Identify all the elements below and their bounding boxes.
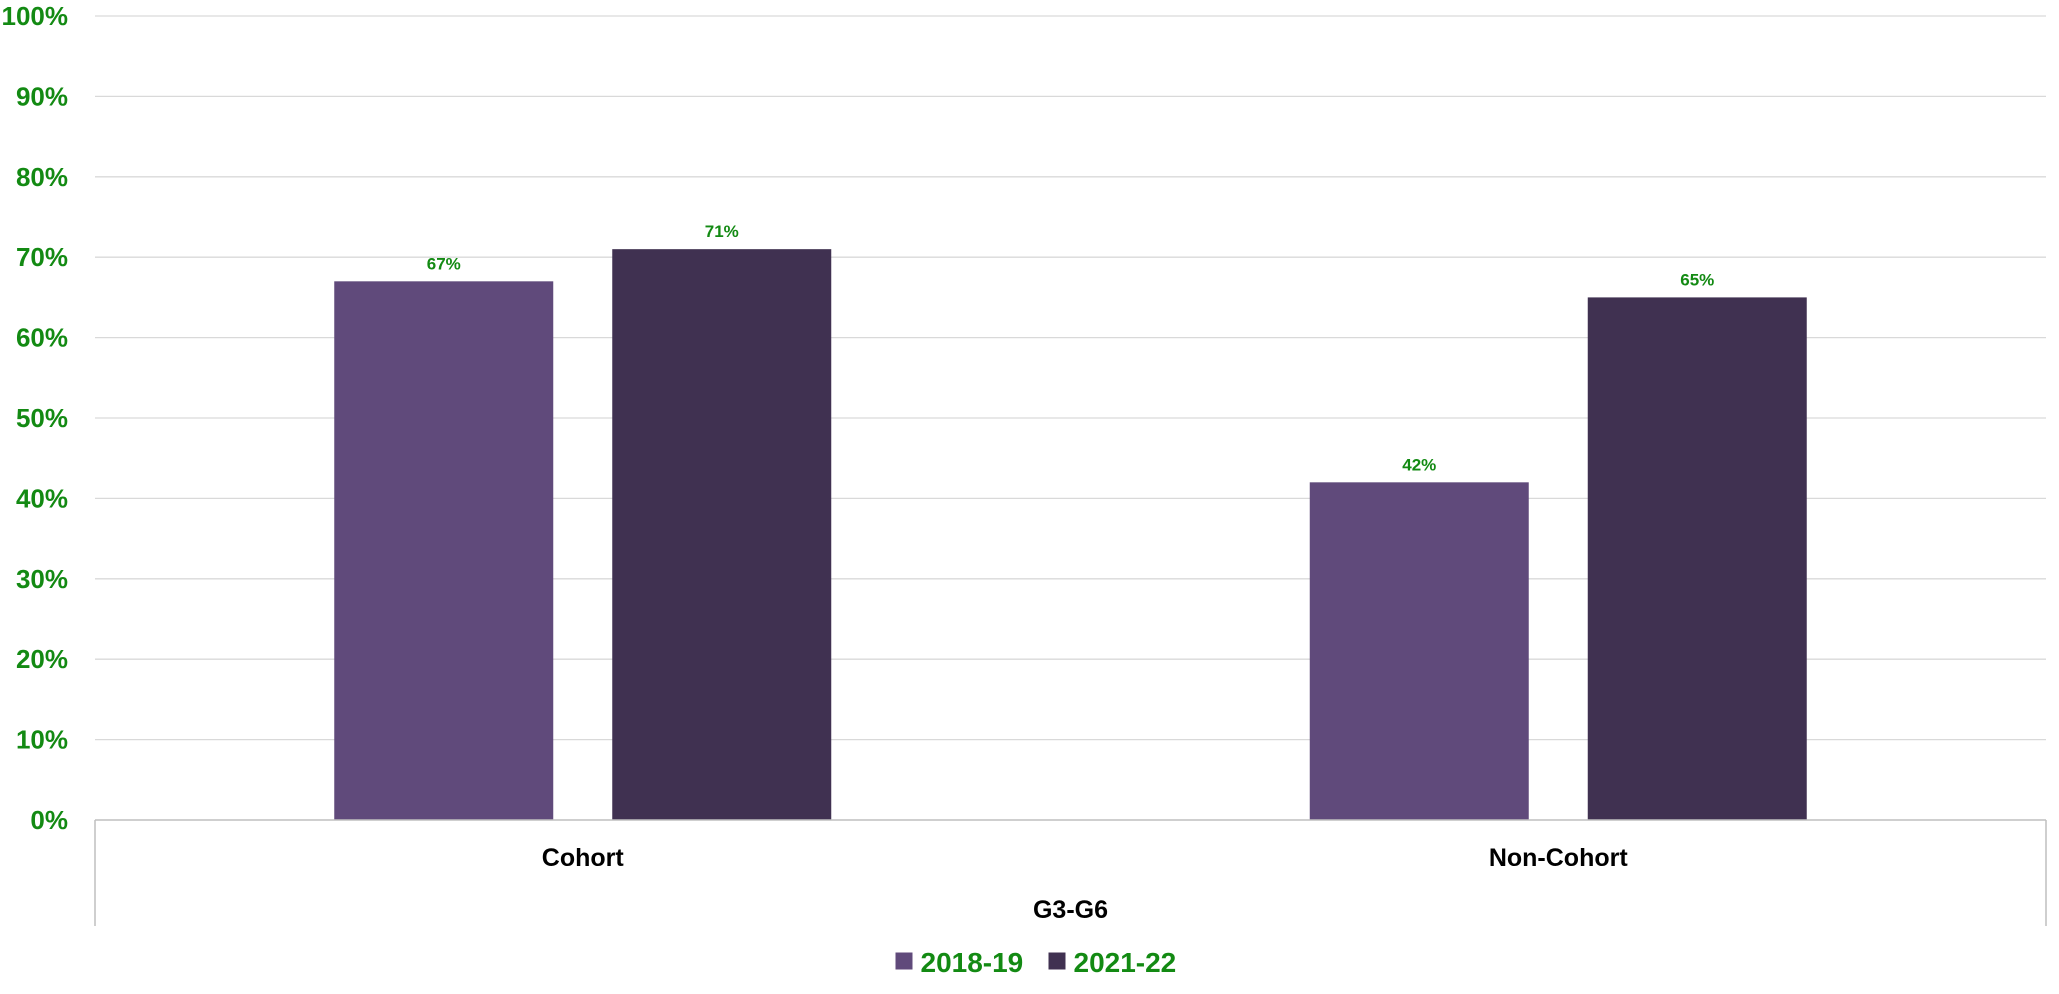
data-label: 42% [1402,455,1436,474]
legend-swatch [1048,952,1066,970]
y-tick-label: 20% [16,644,68,674]
data-label: 67% [427,254,461,273]
legend-swatch [895,952,913,970]
bar-2021-22-non-cohort [1587,297,1807,820]
category-label: Non-Cohort [1489,844,1629,872]
y-tick-label: 50% [16,403,68,433]
y-tick-label: 30% [16,564,68,594]
bar-2021-22-cohort [612,249,832,820]
y-tick-label: 40% [16,483,68,513]
y-tick-label: 100% [2,1,69,31]
data-labels: 67% 71% 42% 65% [427,222,1715,474]
y-tick-label: 60% [16,323,68,353]
y-tick-label: 90% [16,81,68,111]
bar-2018-19-cohort [334,281,554,820]
bar-2018-19-non-cohort [1309,482,1529,820]
group-label: G3-G6 [1033,896,1108,924]
y-tick-label: 10% [16,725,68,755]
y-tick-label: 0% [30,805,68,835]
bars [334,249,1807,820]
y-tick-label: 70% [16,242,68,272]
category-label: Cohort [542,844,625,872]
y-axis-ticks: 0% 10% 20% 30% 40% 50% 60% 70% 80% 90% 100% [2,1,69,835]
data-label: 65% [1680,270,1714,289]
y-tick-label: 80% [16,162,68,192]
legend-label: 2018-19 [921,947,1024,978]
legend-label: 2021-22 [1074,947,1177,978]
x-axis: Cohort Non-Cohort G3-G6 [94,819,2047,926]
legend: 2018-19 2021-22 [895,947,1177,978]
data-label: 71% [705,222,739,241]
